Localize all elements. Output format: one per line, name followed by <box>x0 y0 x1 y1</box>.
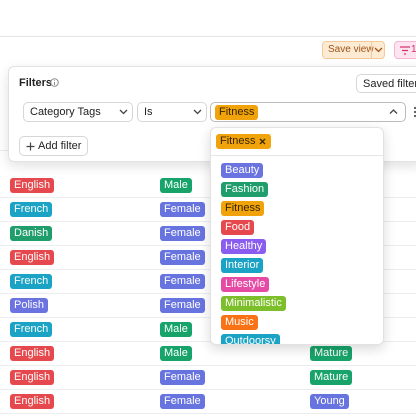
cell-tag: English <box>10 394 55 409</box>
value-input[interactable]: Fitness <box>210 102 406 122</box>
cell-tag: Danish <box>10 226 53 241</box>
chevron <box>193 109 202 115</box>
field-select[interactable]: Category Tags <box>23 102 133 122</box>
cell-tag: French <box>10 202 53 217</box>
cell-tag: Female <box>160 202 205 217</box>
cell-tag: English <box>10 346 55 361</box>
chevron <box>119 109 128 115</box>
divider <box>0 36 416 37</box>
cell-tag: Male <box>160 322 192 337</box>
row-divider <box>0 341 416 342</box>
cell-tag: Mature <box>310 370 353 385</box>
selected-tag: Fitness <box>216 134 272 149</box>
separator <box>371 42 372 58</box>
saved-filters-label: Saved filters <box>363 78 416 90</box>
cell-tag: Male <box>160 346 192 361</box>
cell-tag: Young <box>310 394 349 409</box>
row-divider <box>0 245 416 246</box>
row-divider <box>0 365 416 366</box>
cell-tag: English <box>10 250 55 265</box>
filter-icon <box>400 46 410 55</box>
save-view-button[interactable]: Save view <box>322 41 385 59</box>
cell-tag: Female <box>160 370 205 385</box>
value-tag: Fitness <box>215 105 259 120</box>
cell-tag: Male <box>160 178 192 193</box>
separator <box>211 155 383 156</box>
option-tag[interactable]: Minimalistic <box>221 296 286 311</box>
cell-tag: Female <box>160 298 205 313</box>
cell-tag: Mature <box>310 346 353 361</box>
add-filter-label: Add filter <box>38 140 82 152</box>
filter-button[interactable]: 1 <box>394 41 416 59</box>
option-tag[interactable]: Beauty <box>221 163 264 178</box>
cell-tag: French <box>10 322 53 337</box>
info-icon <box>50 78 59 87</box>
chevron <box>374 47 383 53</box>
option-tag[interactable]: Music <box>221 315 258 330</box>
cell-tag: English <box>10 370 55 385</box>
filter-count: 1 <box>411 44 416 55</box>
operator-label: Is <box>144 106 153 118</box>
remove-icon[interactable] <box>259 138 266 145</box>
row-divider <box>0 317 416 318</box>
option-tag[interactable]: Healthy <box>221 239 267 254</box>
cell-tag: French <box>10 274 53 289</box>
cell-tag: Female <box>160 394 205 409</box>
filter-title: Filters <box>19 77 53 89</box>
option-tag[interactable]: Fitness <box>221 201 265 216</box>
save-view-label: Save view <box>328 44 374 55</box>
row-divider <box>0 221 416 222</box>
cell-tag: Female <box>160 274 205 289</box>
plus-icon <box>26 142 35 151</box>
saved-filters-button[interactable]: Saved filters <box>356 74 416 93</box>
more-icon[interactable] <box>412 106 416 118</box>
operator-select[interactable]: Is <box>137 102 207 122</box>
cell-tag: Female <box>160 250 205 265</box>
add-filter-button[interactable]: Add filter <box>19 136 88 156</box>
row-divider <box>0 413 416 414</box>
option-tag[interactable]: Food <box>221 220 255 235</box>
field-label: Category Tags <box>30 106 101 118</box>
cell-tag: English <box>10 178 55 193</box>
chevron-up <box>389 109 398 114</box>
dropdown: Fitness Beauty Fashion Fitness Food Healthy I… <box>210 127 384 345</box>
cell-tag: Female <box>160 226 205 241</box>
row-divider <box>0 389 416 390</box>
cell-tag: Polish <box>10 298 48 313</box>
row-divider <box>0 269 416 270</box>
option-tag[interactable]: Outdoorsy <box>221 334 280 344</box>
option-tag[interactable]: Lifestyle <box>221 277 270 292</box>
option-tag[interactable]: Fashion <box>221 182 269 197</box>
row-divider <box>0 293 416 294</box>
option-tag[interactable]: Interior <box>221 258 264 273</box>
row-divider <box>0 197 416 198</box>
